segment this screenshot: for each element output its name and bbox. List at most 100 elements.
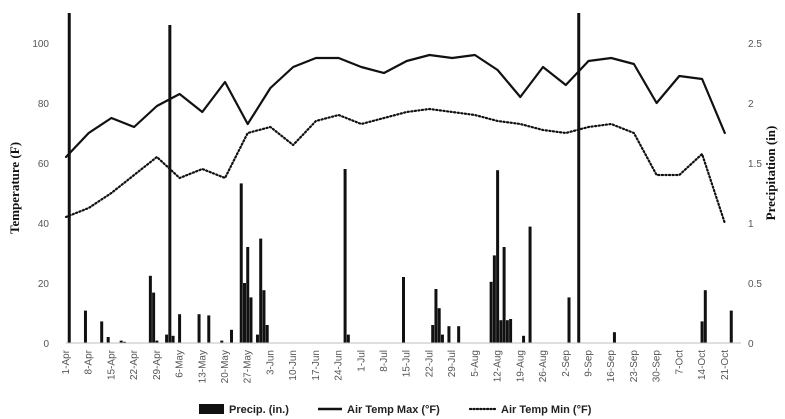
precip-bar [197,314,201,343]
x-tick-label: 3-Jun [265,350,276,375]
precip-bar [612,332,616,343]
x-tick-label: 8-Jul [379,350,390,372]
precip-bar [522,335,526,343]
x-tick-label: 14-Oct [697,350,708,380]
precip-bar [492,255,496,343]
precip-bar [119,340,123,343]
precip-bar [207,315,211,343]
x-tick-label: 7-Oct [674,350,685,375]
x-tick-label: 5-Aug [470,350,481,377]
precip-bar [499,320,503,343]
precip-bar [528,226,532,343]
x-axis-ticks: 1-Apr 8-Apr 15-Apr 22-Apr 29-Apr 6-May 13-May 2… [61,349,731,383]
precip-bar [343,169,347,343]
precip-bar [83,310,87,343]
air-temp-max-line [64,53,726,159]
x-tick-label: 9-Sep [583,350,594,377]
precip-bar [447,326,451,343]
precip-bars [67,13,733,343]
precip-bar [168,25,172,343]
precip-bar [402,277,405,343]
precip-bar [122,341,126,343]
x-tick-label: 17-Jun [311,350,322,381]
x-tick-label: 1-Apr [61,349,72,374]
precip-bar [577,13,581,343]
y-tick-label: 80 [38,99,50,110]
y2-tick-label: 0.5 [748,279,762,290]
right-axis-ticks: 0 0.5 1 1.5 2 2.5 [748,39,762,350]
y2-axis-title: Precipitation (in) [763,126,778,221]
x-tick-label: 20-May [220,350,231,383]
left-axis-ticks: 0 20 40 60 80 100 [32,39,49,350]
x-tick-label: 26-Aug [538,350,549,382]
legend-max-label: Air Temp Max (°F) [347,404,440,416]
x-tick-label: 23-Sep [629,350,640,383]
legend: Precip. (in.) Air Temp Max (°F) Air Temp… [199,404,592,416]
precip-bar [489,281,493,343]
precip-bar [457,326,461,343]
x-tick-label: 2-Sep [561,350,572,377]
precip-bar [496,170,500,343]
y2-tick-label: 1 [748,219,754,230]
precip-bar [249,297,253,343]
precip-bar [148,275,152,343]
precip-bar [700,321,704,343]
precip-bar [509,319,513,343]
y2-tick-label: 1.5 [748,159,762,170]
precip-bar [567,297,571,343]
precip-bar [67,13,71,343]
precip-bar [239,183,243,343]
y-tick-label: 40 [38,219,50,230]
precip-bar [434,289,438,343]
precip-bar [171,335,175,343]
legend-precip-label: Precip. (in.) [229,404,289,416]
y-axis-title: Temperature (F) [7,142,22,234]
x-tick-label: 22-Jul [424,350,435,377]
x-tick-label: 29-Jul [447,350,458,377]
legend-min-label: Air Temp Min (°F) [501,404,592,416]
precip-bar [346,334,350,343]
precip-bar [230,329,234,343]
x-tick-label: 1-Jul [356,350,367,372]
x-tick-label: 30-Sep [652,350,663,383]
air-temp-min-line [64,107,726,225]
x-tick-label: 22-Apr [129,349,140,380]
x-tick-label: 6-May [175,350,186,378]
x-tick-label: 19-Aug [515,350,526,382]
precip-bar [106,337,110,343]
x-tick-label: 16-Sep [606,350,617,383]
y-tick-label: 100 [32,39,49,50]
precip-bar [729,310,733,343]
precip-bar [155,340,159,343]
x-tick-label: 15-Jul [402,350,413,377]
legend-precip-swatch [199,404,224,414]
x-tick-label: 13-May [197,350,208,383]
y-tick-label: 20 [38,279,50,290]
precip-bar [255,334,259,343]
precip-bar [100,321,104,343]
precip-bar [259,238,263,343]
precip-bar [505,320,509,343]
x-tick-label: 21-Oct [720,350,731,380]
precip-bar [220,340,224,343]
precip-bar [265,325,269,343]
precip-bar [178,314,182,343]
precip-bar [152,292,156,343]
temperature-lines [64,53,726,225]
precip-bar [242,283,246,343]
y2-tick-label: 0 [748,339,754,350]
precip-bar [262,290,266,343]
precip-bar [437,308,441,343]
y-tick-label: 0 [43,339,49,350]
x-tick-label: 27-May [243,350,254,383]
precip-bar [440,334,444,343]
x-tick-label: 8-Apr [84,349,95,374]
y2-tick-label: 2 [748,99,754,110]
x-tick-label: 10-Jun [288,350,299,381]
x-tick-label: 15-Apr [106,349,117,380]
precip-bar [246,247,250,343]
precip-bar [165,334,169,343]
x-tick-label: 12-Aug [493,350,504,382]
precip-bar [502,247,506,343]
